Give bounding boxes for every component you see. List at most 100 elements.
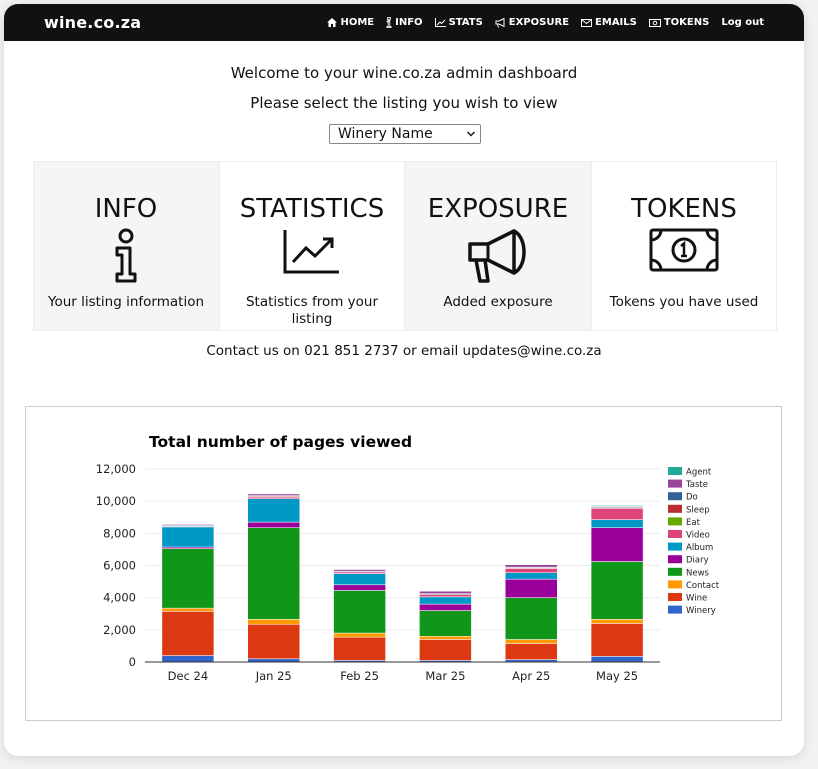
app-frame: wine.co.za HOME INFO STATS EXPOSURE EMAI… bbox=[4, 4, 804, 756]
nav-emails[interactable]: EMAILS bbox=[581, 17, 637, 28]
nav-home-label: HOME bbox=[340, 17, 375, 28]
legend-swatch[interactable] bbox=[668, 593, 682, 601]
legend-label[interactable]: Sleep bbox=[686, 505, 710, 515]
nav-logout[interactable]: Log out bbox=[721, 17, 764, 28]
megaphone-icon bbox=[495, 17, 505, 28]
listing-select[interactable]: Winery Name bbox=[329, 124, 481, 144]
bar-segment-news[interactable] bbox=[590, 561, 644, 620]
legend-swatch[interactable] bbox=[668, 542, 682, 551]
bar-segment-contact[interactable] bbox=[419, 636, 472, 640]
stacked-bar-chart: Total number of pages viewed 0 2,000 4,000… bbox=[96, 433, 720, 683]
tile-tokens-title: TOKENS bbox=[631, 194, 737, 224]
nav-exposure-label: EXPOSURE bbox=[508, 17, 570, 28]
bar-segment-video[interactable] bbox=[505, 568, 558, 573]
nav-emails-label: EMAILS bbox=[595, 17, 637, 28]
legend-label[interactable]: Album bbox=[686, 543, 713, 553]
bar-segment-album[interactable] bbox=[505, 572, 558, 580]
nav-logout-label: Log out bbox=[721, 17, 764, 28]
y-tick-label: 10,000 bbox=[96, 494, 136, 508]
dashboard-tiles: INFO Your listing information STATISTICS… bbox=[33, 161, 777, 331]
bar-segment-diary[interactable] bbox=[505, 578, 558, 598]
bar-segment-news[interactable] bbox=[161, 548, 215, 609]
tile-info-desc: Your listing information bbox=[47, 294, 205, 310]
bar-segment-winery[interactable] bbox=[590, 656, 644, 663]
tile-tokens-desc: Tokens you have used bbox=[609, 294, 759, 310]
nav-stats[interactable]: STATS bbox=[434, 17, 483, 28]
y-tick-label: 4,000 bbox=[103, 591, 136, 605]
bar-segment-news[interactable] bbox=[505, 597, 558, 640]
legend-swatch[interactable] bbox=[668, 605, 682, 614]
bar-segment-taste[interactable] bbox=[419, 590, 472, 594]
x-tick-label: Mar 25 bbox=[425, 669, 465, 683]
bar-segment-news[interactable] bbox=[247, 527, 300, 620]
chart-icon bbox=[434, 18, 446, 27]
bar-segment-agent[interactable] bbox=[590, 504, 644, 507]
legend-label[interactable]: Taste bbox=[685, 480, 708, 490]
bar-segment-wine[interactable] bbox=[419, 639, 472, 661]
bar-segment-news[interactable] bbox=[333, 590, 386, 634]
bar-segment-contact[interactable] bbox=[333, 632, 386, 638]
bar-segment-taste[interactable] bbox=[333, 569, 386, 572]
nav-exposure[interactable]: EXPOSURE bbox=[495, 17, 569, 28]
tile-statistics[interactable]: STATISTICS Statistics from your listing bbox=[219, 161, 405, 331]
legend-label[interactable]: Agent bbox=[686, 468, 712, 478]
legend-label[interactable]: Diary bbox=[686, 556, 709, 566]
pages-viewed-chart: Total number of pages viewed 0 2,000 4,000… bbox=[25, 406, 782, 721]
bar-segment-wine[interactable] bbox=[247, 623, 300, 660]
money-bill-icon bbox=[649, 228, 719, 272]
legend-label[interactable]: Do bbox=[686, 493, 698, 503]
bar-segment-news[interactable] bbox=[419, 610, 472, 637]
nav-tokens[interactable]: TOKENS bbox=[648, 17, 709, 28]
legend-label[interactable]: Video bbox=[686, 531, 710, 541]
legend-swatch[interactable] bbox=[668, 580, 682, 589]
legend-label[interactable]: Eat bbox=[686, 518, 701, 528]
legend-label[interactable]: Contact bbox=[686, 581, 720, 591]
nav-home[interactable]: HOME bbox=[327, 17, 374, 28]
bar-segment-taste[interactable] bbox=[247, 493, 300, 496]
envelope-icon bbox=[581, 18, 593, 27]
bar-segment-album[interactable] bbox=[161, 526, 215, 548]
bar-segment-album[interactable] bbox=[590, 519, 644, 528]
bar-segment-video[interactable] bbox=[590, 508, 644, 520]
bar-segment-wine[interactable] bbox=[590, 623, 644, 657]
legend-swatch[interactable] bbox=[668, 504, 682, 513]
tile-tokens[interactable]: TOKENS Tokens you have used bbox=[591, 161, 777, 331]
tile-info[interactable]: INFO Your listing information bbox=[33, 161, 219, 331]
brand-logo[interactable]: wine.co.za bbox=[44, 13, 142, 32]
bar-segment-contact[interactable] bbox=[590, 619, 644, 624]
legend-label[interactable]: Winery bbox=[686, 606, 716, 616]
bar-segment-diary[interactable] bbox=[333, 584, 386, 591]
legend-swatch[interactable] bbox=[668, 555, 682, 564]
bar-segment-taste[interactable] bbox=[161, 524, 215, 526]
bar-segment-album[interactable] bbox=[247, 498, 300, 523]
tile-exposure[interactable]: EXPOSURE Added exposure bbox=[405, 161, 591, 331]
y-tick-label: 2,000 bbox=[103, 623, 136, 637]
y-tick-label: 6,000 bbox=[103, 559, 136, 573]
bar-segment-contact[interactable] bbox=[247, 619, 300, 625]
legend-swatch[interactable] bbox=[668, 530, 682, 538]
bar-segment-winery[interactable] bbox=[161, 655, 215, 663]
legend-swatch[interactable] bbox=[668, 467, 682, 475]
legend-swatch[interactable] bbox=[668, 567, 682, 576]
bar-segment-diary[interactable] bbox=[419, 603, 472, 611]
legend-swatch[interactable] bbox=[668, 479, 682, 488]
legend-swatch[interactable] bbox=[668, 517, 682, 526]
nav-info[interactable]: INFO bbox=[386, 17, 423, 28]
bar-segment-taste[interactable] bbox=[505, 564, 558, 568]
bar-segment-album[interactable] bbox=[333, 573, 386, 586]
info-icon bbox=[386, 17, 392, 28]
bar-segment-video[interactable] bbox=[419, 594, 472, 598]
bar-segment-wine[interactable] bbox=[505, 643, 558, 660]
bar-segment-diary[interactable] bbox=[247, 521, 300, 528]
legend-label[interactable]: News bbox=[686, 568, 710, 578]
chart-line-icon bbox=[283, 230, 339, 274]
legend-label[interactable]: Wine bbox=[686, 594, 707, 604]
bar-segment-album[interactable] bbox=[419, 596, 472, 605]
bar-segment-contact[interactable] bbox=[505, 639, 558, 644]
bar-segment-contact[interactable] bbox=[161, 607, 215, 612]
bar-segment-wine[interactable] bbox=[333, 636, 386, 661]
bar-segment-wine[interactable] bbox=[161, 611, 215, 656]
y-tick-label: 0 bbox=[129, 655, 136, 669]
legend-swatch[interactable] bbox=[668, 492, 682, 501]
bar-segment-diary[interactable] bbox=[590, 527, 644, 562]
